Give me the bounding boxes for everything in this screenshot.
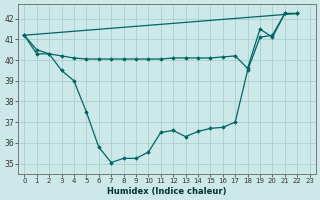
X-axis label: Humidex (Indice chaleur): Humidex (Indice chaleur) (107, 187, 227, 196)
